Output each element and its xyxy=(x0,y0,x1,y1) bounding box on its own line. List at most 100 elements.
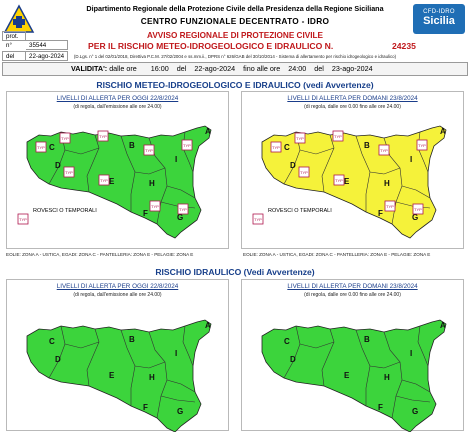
storm-icon xyxy=(97,130,109,142)
storm-icon xyxy=(252,213,264,225)
storm-icon-label: TYP xyxy=(334,134,342,139)
sicily-map-group: A B CD E F G H I xyxy=(26,319,212,432)
date-value: 22-ago-2024 xyxy=(26,51,68,61)
zone-label-h: H xyxy=(384,373,390,382)
sicily-land-shape xyxy=(261,319,447,432)
zone-label-g: G xyxy=(412,407,418,416)
cfd-idro-logo-line1: CFD-IDRO xyxy=(423,9,455,15)
panel-meteo-tomorrow: LIVELLI DI ALLERTA PER DOMANI 23/8/2024 … xyxy=(241,91,464,249)
zone-label-e: E xyxy=(109,177,115,186)
sicily-land-shape xyxy=(26,319,212,432)
storm-icon-label: TYP xyxy=(300,170,308,175)
zone-label-b: B xyxy=(129,141,135,150)
centre-name: CENTRO FUNZIONALE DECENTRATO - IDRO xyxy=(140,16,330,26)
zone-border xyxy=(395,395,431,403)
sicily-map-group: A B CD E F G H I TYP TYP TYP TYP TYP TYP TYP TYP TYP TYP xyxy=(252,125,447,239)
notice-title: AVVISO REGIONALE DI PROTEZIONE CIVILE xyxy=(147,31,323,40)
storm-icon xyxy=(17,213,29,225)
validity-to-word: fino alle ore xyxy=(243,64,281,73)
storm-legend-label: ROVESCI O TEMPORALI xyxy=(268,208,332,214)
panel-subtitle: (di regola, dall'emissione alle ore 24.0… xyxy=(73,104,162,110)
storm-icon-label: TYP xyxy=(145,148,153,153)
storm-icon xyxy=(143,144,155,156)
storm-icon xyxy=(416,139,428,151)
storm-icon-label: TYP xyxy=(183,143,191,148)
zone-border xyxy=(86,328,100,387)
zone-border xyxy=(64,341,100,349)
zone-border xyxy=(160,395,196,403)
cfd-idro-logo: CFD-IDRO Sicilia xyxy=(413,4,465,34)
zone-label-g: G xyxy=(412,213,418,222)
zone-label-b: B xyxy=(129,335,135,344)
zone-border xyxy=(64,147,100,155)
zone-label-i: I xyxy=(410,349,412,358)
storm-icon xyxy=(270,141,282,153)
storm-icon-label: TYP xyxy=(151,204,159,209)
panel-title[interactable]: LIVELLI DI ALLERTA PER OGGI 22/8/2024 xyxy=(56,95,179,102)
storm-icon xyxy=(412,203,424,215)
zone-label-d: D xyxy=(290,161,296,170)
storm-icon-label: TYP xyxy=(296,136,304,141)
storm-icon xyxy=(378,144,390,156)
zone-border xyxy=(166,379,196,393)
page-header: Dipartimento Regionale della Protezione … xyxy=(0,0,470,36)
zone-label-d: D xyxy=(55,161,61,170)
idraulico-section-title: RISCHIO IDRAULICO (Vedi Avvertenze) xyxy=(155,267,315,277)
zone-label-e: E xyxy=(109,371,115,380)
zone-border xyxy=(134,167,166,175)
storm-icon xyxy=(35,141,47,153)
storm-icon xyxy=(294,132,306,144)
validity-bar: VALIDITA': dalle ore 16:00 del 22-ago-20… xyxy=(2,62,468,76)
zone-label-d: D xyxy=(290,355,296,364)
zone-label-e: E xyxy=(344,177,350,186)
zone-label-e: E xyxy=(344,371,350,380)
islands-note-left: EOLIE: ZONA A - USTICA, EGADI: ZONA C - … xyxy=(6,252,194,257)
zone-border xyxy=(299,341,335,349)
panel-subtitle: (di regola, dall'emissione alle ore 24.0… xyxy=(73,292,162,298)
storm-icon xyxy=(333,174,345,186)
panel-title[interactable]: LIVELLI DI ALLERTA PER DOMANI 23/8/2024 xyxy=(287,95,418,102)
zone-label-a: A xyxy=(440,127,446,136)
sicily-map-group: A B CD E F G H I TYP TYP TYP TYP TYP TYP TYP TYP TYP TYP xyxy=(17,125,212,239)
panel-subtitle: (di regola, dalle ore 0.00 fino alle ore… xyxy=(304,104,401,110)
storm-icon xyxy=(332,130,344,142)
zone-border xyxy=(383,331,403,419)
zone-label-i: I xyxy=(175,155,177,164)
zone-border xyxy=(134,361,166,369)
storm-icon-label: TYP xyxy=(272,145,280,150)
zone-border xyxy=(148,331,168,419)
zone-label-h: H xyxy=(384,179,390,188)
date-label: del xyxy=(2,51,26,61)
panel-title[interactable]: LIVELLI DI ALLERTA PER OGGI 22/8/2024 xyxy=(56,283,179,290)
sicily-alert-map: A B CD E F G H I xyxy=(26,319,212,432)
zone-label-b: B xyxy=(364,141,370,150)
zone-border xyxy=(166,185,196,199)
zone-label-h: H xyxy=(149,373,155,382)
zone-label-d: D xyxy=(55,355,61,364)
notice-subtitle: PER IL RISCHIO METEO-IDROGEOLOGICO E IDR… xyxy=(88,41,334,51)
zone-label-f: F xyxy=(378,403,383,412)
storm-icon xyxy=(59,132,71,144)
storm-icon-label: TYP xyxy=(335,178,343,183)
zone-label-a: A xyxy=(205,127,211,136)
zone-label-f: F xyxy=(143,403,148,412)
zone-label-c: C xyxy=(284,337,290,346)
prot-value: 35544 xyxy=(26,40,68,50)
panel-idraulico-today: LIVELLI DI ALLERTA PER OGGI 22/8/2024 (d… xyxy=(6,279,229,432)
validity-from-word: dalle ore xyxy=(109,64,137,73)
storm-icon xyxy=(181,139,193,151)
zone-label-g: G xyxy=(177,213,183,222)
storm-icon-label: TYP xyxy=(99,134,107,139)
zone-label-i: I xyxy=(175,349,177,358)
zone-border xyxy=(299,147,335,155)
zone-label-f: F xyxy=(378,209,383,218)
storm-icon xyxy=(63,166,75,178)
validity-from-hour: 16:00 xyxy=(150,64,169,73)
panel-title[interactable]: LIVELLI DI ALLERTA PER DOMANI 23/8/2024 xyxy=(287,283,418,290)
zone-border xyxy=(48,325,66,379)
panel-meteo-today: LIVELLI DI ALLERTA PER OGGI 22/8/2024 (d… xyxy=(6,91,229,249)
zone-border xyxy=(182,325,194,367)
storm-icon xyxy=(98,174,110,186)
